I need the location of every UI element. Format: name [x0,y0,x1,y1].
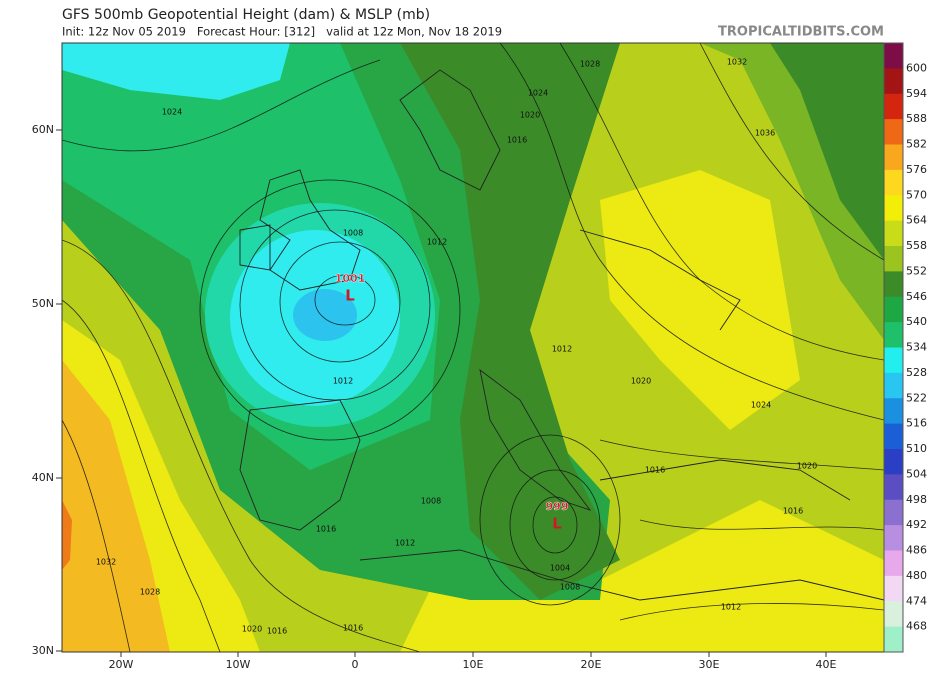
isobar-label: 1032 [727,58,747,67]
colorbar-label: 492 [906,518,927,531]
colorbar-label: 480 [906,569,927,582]
isobar-label: 1012 [552,345,572,354]
colorbar-swatch [884,398,903,425]
lon-label: 30E [699,658,720,671]
isobar-label: 1024 [162,108,182,117]
colorbar-swatch [884,93,903,120]
colorbar-label: 570 [906,188,927,201]
site: TROPICALTIDBITS.COM [718,25,884,40]
colorbar-label: 564 [906,214,927,227]
colorbar: 600 594 588 582 576 570 564 558 552 546 540 534 528 5… [883,42,927,653]
lat-label: 40N [32,471,54,484]
colorbar-label: 504 [906,467,927,480]
colorbar-frame [883,42,904,653]
isobar-label: 1012 [333,377,353,386]
lon-label: 20E [581,658,602,671]
colorbar-swatch [884,499,903,526]
colorbar-swatch [884,220,903,247]
lon-label: 10W [226,658,251,671]
low-symbol: L [345,287,355,305]
lon-label: 40E [816,658,837,671]
isobar-label: 1012 [721,603,741,612]
colorbar-swatch [884,372,903,399]
isobar-label: 1012 [427,238,447,247]
isobar-label: 1016 [316,525,336,534]
low-pressure: 999 [546,500,569,513]
isobar-label: 1016 [507,136,527,145]
colorbar-swatch [884,347,903,374]
colorbar-label: 588 [906,112,927,125]
isobar-label: 1024 [528,89,548,98]
colorbar-swatch [884,423,903,450]
colorbar-label: 516 [906,417,927,430]
colorbar-swatch [884,144,903,171]
colorbar-swatch [884,195,903,222]
lon-label: 10E [463,658,484,671]
colorbar-label: 510 [906,442,927,455]
colorbar-swatch [884,525,903,551]
isobar-label: 1020 [242,625,262,634]
isobar-label: 1012 [395,539,415,548]
isobar-label: 1032 [96,558,116,567]
colorbar-label: 528 [906,366,927,379]
colorbar-swatch [884,43,903,69]
isobar-label: 1008 [343,229,363,238]
colorbar-label: 468 [906,620,927,633]
colorbar-label: 522 [906,391,927,404]
colorbar-label: 546 [906,290,927,303]
isobar-label: 1004 [550,564,570,573]
colorbar-swatch [884,271,903,298]
isobar-label: 1008 [560,583,580,592]
isobar-label: 1016 [267,627,287,636]
colorbar-swatch [884,296,903,323]
lat-label: 50N [32,297,54,310]
colorbar-swatch [884,246,903,272]
lon-label: 0 [352,658,359,671]
isobar-label: 1036 [755,129,775,138]
colorbar-label: 498 [906,493,927,506]
isobar-label: 1008 [421,497,441,506]
colorbar-label: 600 [906,61,927,74]
colorbar-swatch [884,601,903,628]
colorbar-swatch [884,119,903,145]
isobar-label: 1020 [797,462,817,471]
map-area [62,43,884,652]
low-pressure: 1001 [335,272,366,285]
isobar-label: 1016 [783,507,803,516]
colorbar-swatch [884,575,903,602]
low-symbol: L [552,515,562,533]
lon-label: 20W [109,658,134,671]
isobar-label: 1020 [520,111,540,120]
colorbar-label: 594 [906,87,927,100]
title: GFS 500mb Geopotential Height (dam) & MS… [62,7,430,23]
colorbar-label: 552 [906,264,927,277]
isobars [62,43,884,652]
subtitle: Init: 12z Nov 05 2019 Forecast Hour: [31… [62,25,502,39]
colorbar-label: 540 [906,315,927,328]
colorbar-swatch [884,169,903,196]
lat-label: 60N [32,123,54,136]
isobar-label: 1016 [645,466,665,475]
colorbar-swatch [884,474,903,501]
isobar-label: 1020 [631,377,651,386]
colorbar-swatch [884,322,903,348]
colorbar-label: 582 [906,138,927,151]
colorbar-label: 486 [906,544,927,557]
isobar-label: 1016 [343,624,363,633]
lat-label: 30N [32,644,54,657]
isobar-label: 1028 [580,60,600,69]
colorbar-swatch [884,550,903,577]
colorbar-swatch [884,68,903,95]
colorbar-swatch [884,626,903,653]
colorbar-label: 474 [906,594,927,607]
colorbar-swatch [884,449,903,475]
colorbar-label: 576 [906,163,927,176]
colorbar-label: 558 [906,239,927,252]
isobar-label: 1028 [140,588,160,597]
colorbar-label: 534 [906,341,927,354]
isobar-label: 1024 [751,401,771,410]
